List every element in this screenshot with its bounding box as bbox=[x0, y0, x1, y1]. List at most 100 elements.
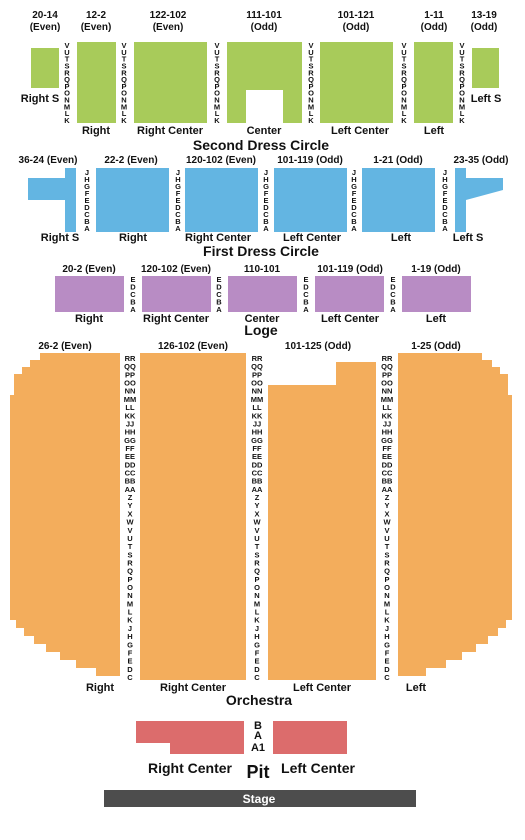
loge-level: 20-2 (Even) Right 120-102 (Even) Right Cent… bbox=[55, 264, 471, 338]
loge-center-block[interactable] bbox=[228, 276, 297, 312]
sdc-row-col4-p: P bbox=[401, 82, 406, 91]
first-dress-circle-left-range: 1-21 (Odd) bbox=[373, 155, 422, 166]
sdc-row-col0-v: V bbox=[64, 41, 69, 50]
loge-right-center-block[interactable] bbox=[142, 276, 211, 312]
fdc-row-col2-j: J bbox=[264, 168, 268, 177]
second-dress-circle-left-s-block[interactable] bbox=[472, 48, 499, 88]
fdc-row-col1-e: E bbox=[175, 196, 180, 205]
fdc-row-col4-j: J bbox=[443, 168, 447, 177]
sdc-row-col3-t: T bbox=[309, 55, 314, 64]
loge-left-block[interactable] bbox=[402, 276, 471, 312]
sdc-row-col1-l: L bbox=[122, 109, 127, 118]
orchestra-row-col1-bb: BB bbox=[252, 477, 263, 486]
orchestra-row-col1-e: E bbox=[254, 657, 259, 666]
second-dress-circle-right-block[interactable] bbox=[77, 42, 116, 123]
orchestra-row-col1-v: V bbox=[254, 526, 259, 535]
first-dress-circle-left-s-block[interactable] bbox=[455, 168, 503, 232]
loge-row-col1-a: A bbox=[216, 305, 222, 314]
orchestra-row-col0-hh: HH bbox=[125, 428, 136, 437]
orchestra-row-col0-g: G bbox=[127, 640, 133, 649]
first-dress-circle-right-s-block[interactable] bbox=[28, 168, 76, 232]
sdc-row-col1-n: N bbox=[121, 96, 126, 105]
second-dress-circle-left-center-block[interactable] bbox=[320, 42, 393, 123]
orchestra-row-col1-kk: KK bbox=[252, 411, 263, 420]
loge-right-block[interactable] bbox=[55, 276, 124, 312]
sdc-row-col5-q: Q bbox=[459, 75, 465, 84]
sdc-row-col0-p: P bbox=[64, 82, 69, 91]
second-dress-circle-left-block[interactable] bbox=[414, 42, 453, 123]
orchestra-row-col0-s: S bbox=[127, 550, 132, 559]
fdc-row-col0-a: A bbox=[84, 224, 90, 233]
sdc-row-col3-k: K bbox=[308, 116, 314, 125]
orchestra-right-block[interactable] bbox=[10, 353, 120, 676]
pit-row-a: A bbox=[254, 730, 262, 742]
orchestra-row-col2-r: R bbox=[384, 558, 390, 567]
loge-left-center-block[interactable] bbox=[315, 276, 384, 312]
sdc-row-col5-n: N bbox=[459, 96, 464, 105]
loge-row-col0-c: C bbox=[130, 290, 136, 299]
second-dress-circle-center-range-parity: (Odd) bbox=[251, 22, 278, 33]
orchestra-left-block[interactable] bbox=[398, 353, 512, 676]
fdc-row-col0-d: D bbox=[84, 203, 90, 212]
orchestra-title: Orchestra bbox=[226, 692, 292, 708]
loge-row-col0-d: D bbox=[130, 283, 136, 292]
orchestra-row-col1-aa: AA bbox=[252, 485, 263, 494]
orchestra-row-col1-o: O bbox=[254, 583, 260, 592]
sdc-row-col4-o: O bbox=[401, 89, 407, 98]
pit-left-center-label: Left Center bbox=[281, 760, 355, 776]
first-dress-circle-right-center-block[interactable] bbox=[185, 168, 258, 232]
second-dress-circle-left-s-range-parity: (Odd) bbox=[471, 22, 498, 33]
orchestra-row-col1-z: Z bbox=[255, 493, 260, 502]
fdc-row-col0-c: C bbox=[84, 210, 90, 219]
orchestra-row-col0-ll: LL bbox=[125, 403, 135, 412]
fdc-row-col2-e: E bbox=[263, 196, 268, 205]
orchestra-row-col2-d: D bbox=[384, 665, 390, 674]
orchestra-row-col0-c: C bbox=[127, 673, 133, 682]
second-dress-circle-center-range: 111-101 bbox=[246, 10, 282, 21]
orchestra-row-col1-oo: OO bbox=[251, 379, 263, 388]
sdc-row-col5-l: L bbox=[460, 109, 465, 118]
second-dress-circle-level: 20-14(Even)12-2(Even)122-102(Even)111-10… bbox=[21, 10, 502, 153]
second-dress-circle-right-s-range: 20-14 bbox=[32, 10, 58, 21]
fdc-row-col1-a: A bbox=[175, 224, 181, 233]
loge-row-col0-e: E bbox=[130, 275, 135, 284]
second-dress-circle-center-block[interactable] bbox=[227, 42, 302, 123]
orchestra-row-col2-q: Q bbox=[384, 567, 390, 576]
first-dress-circle-right-block[interactable] bbox=[96, 168, 169, 232]
sdc-row-col5-k: K bbox=[459, 116, 465, 125]
pit-left-center-block[interactable] bbox=[273, 721, 347, 754]
stage-block[interactable] bbox=[104, 790, 416, 807]
fdc-row-col0-j: J bbox=[85, 168, 89, 177]
second-dress-circle-center-label: Center bbox=[247, 125, 283, 137]
orchestra-row-col1-ll: LL bbox=[252, 403, 262, 412]
sdc-row-col0-q: Q bbox=[64, 75, 70, 84]
sdc-row-col0-r: R bbox=[64, 68, 70, 77]
first-dress-circle-left-block[interactable] bbox=[362, 168, 435, 232]
orchestra-row-col2-c: C bbox=[384, 673, 390, 682]
fdc-row-col3-h: H bbox=[351, 175, 356, 184]
pit-right-center-block[interactable] bbox=[136, 721, 244, 754]
orchestra-right-center-block[interactable] bbox=[140, 353, 246, 680]
second-dress-circle-right-label: Right bbox=[82, 125, 110, 137]
fdc-row-col2-d: D bbox=[263, 203, 269, 212]
second-dress-circle-right-center-block[interactable] bbox=[134, 42, 207, 123]
sdc-row-col1-r: R bbox=[121, 68, 127, 77]
sdc-row-col5-t: T bbox=[460, 55, 465, 64]
orchestra-row-col2-aa: AA bbox=[382, 485, 393, 494]
first-dress-circle-left-center-block[interactable] bbox=[274, 168, 347, 232]
loge-row-col0-b: B bbox=[130, 298, 136, 307]
sdc-row-col3-q: Q bbox=[308, 75, 314, 84]
orchestra-left-center-block[interactable] bbox=[268, 362, 376, 680]
sdc-row-col1-m: M bbox=[121, 102, 127, 111]
orchestra-row-col1-d: D bbox=[254, 665, 260, 674]
second-dress-circle-right-center-range-parity: (Even) bbox=[153, 22, 184, 33]
second-dress-circle-left-range: 1-11 bbox=[424, 10, 444, 21]
fdc-row-col1-j: J bbox=[176, 168, 180, 177]
sdc-row-col4-q: Q bbox=[401, 75, 407, 84]
first-dress-circle-right-s-range: 36-24 (Even) bbox=[19, 155, 78, 166]
sdc-row-col0-l: L bbox=[65, 109, 70, 118]
second-dress-circle-right-s-block[interactable] bbox=[31, 48, 59, 88]
orchestra-row-col2-rr: RR bbox=[382, 354, 393, 363]
